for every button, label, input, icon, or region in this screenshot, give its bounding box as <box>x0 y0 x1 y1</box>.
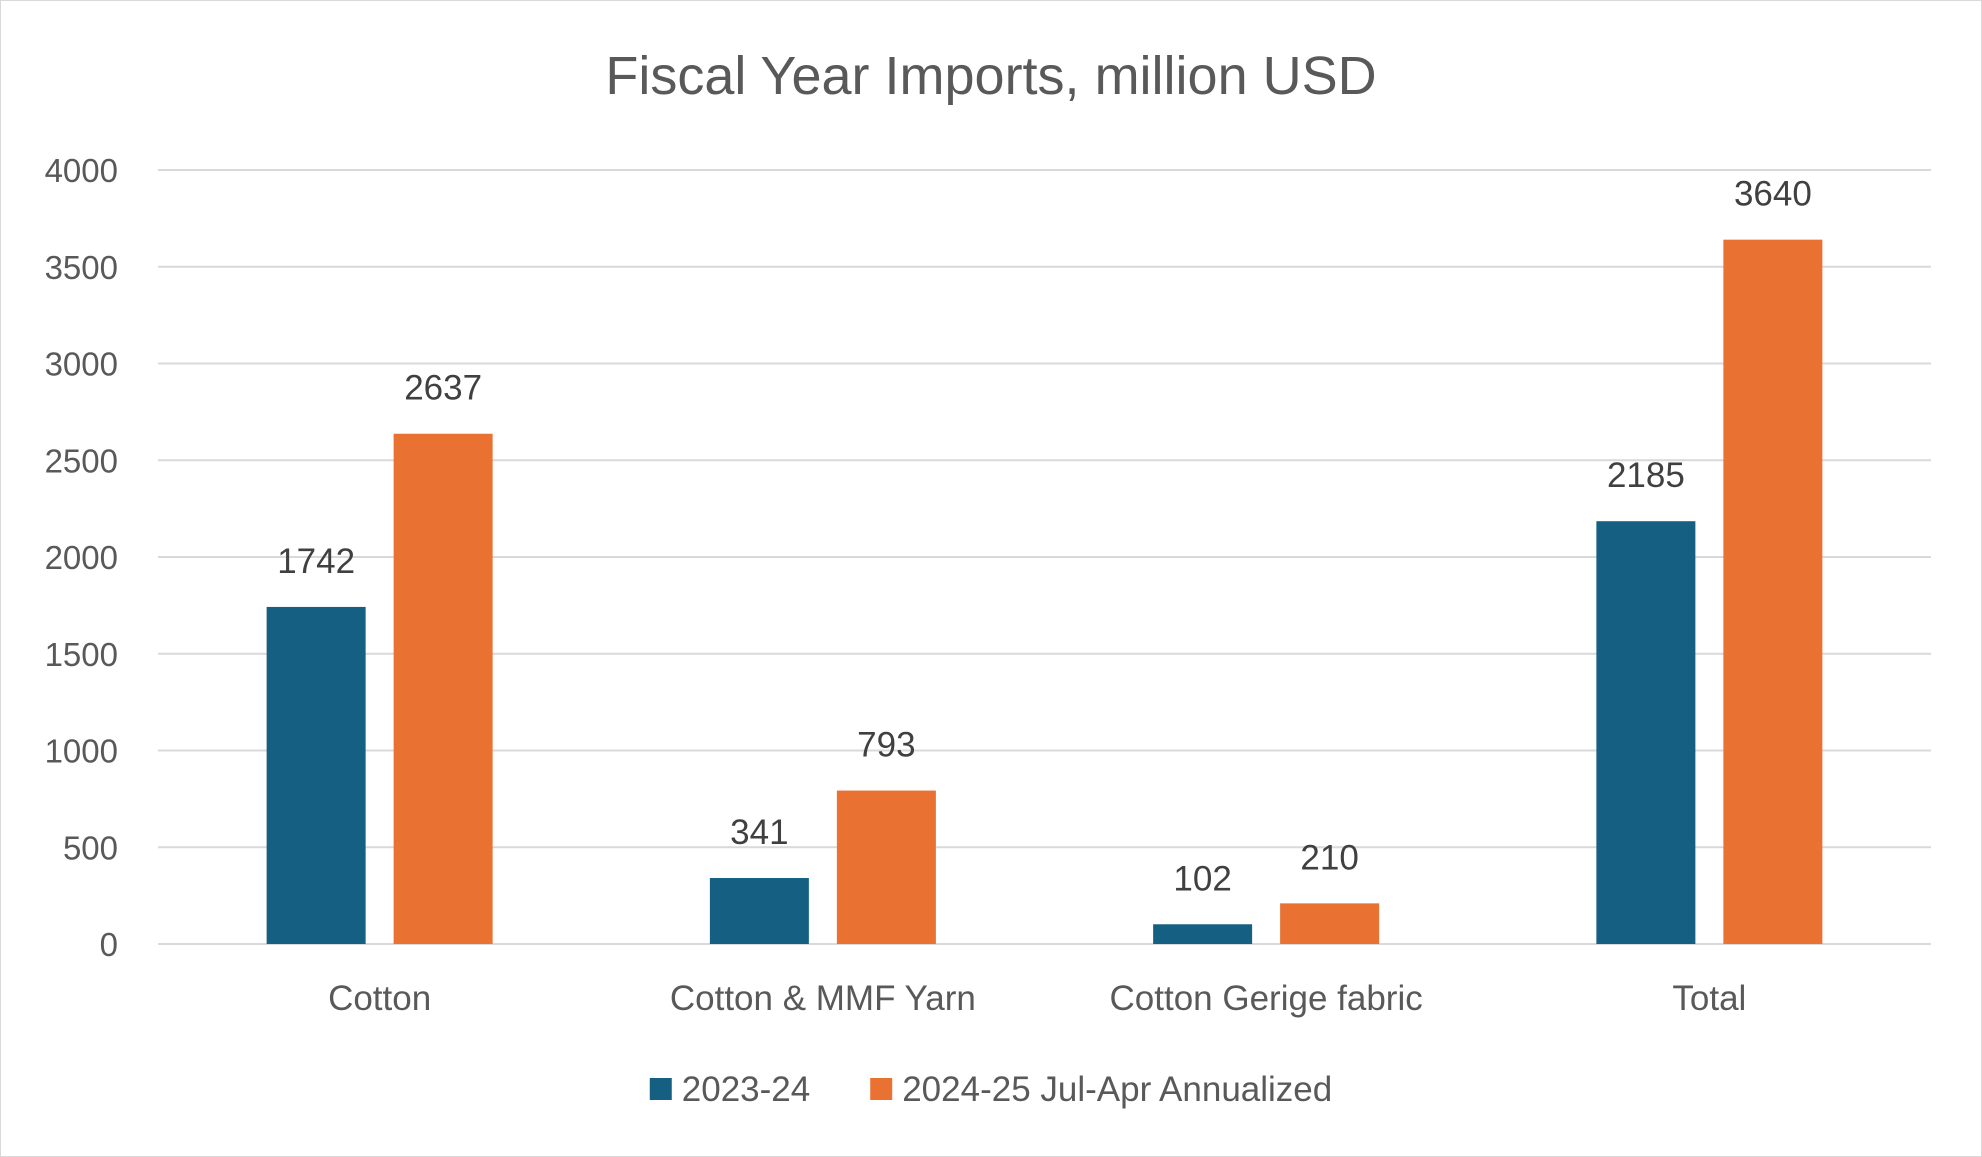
y-axis-ticks: 0 500 1000 1500 2000 2500 3000 3500 4000 <box>45 152 118 963</box>
data-label: 793 <box>857 726 915 765</box>
data-label: 3640 <box>1734 175 1812 214</box>
y-tick-label: 4000 <box>45 152 118 189</box>
data-label: 341 <box>730 813 788 852</box>
x-category-label: Cotton & MMF Yarn <box>670 979 976 1018</box>
bar-series2 <box>1280 903 1380 944</box>
bar-series1 <box>1153 924 1253 944</box>
bars <box>266 239 1823 944</box>
bar-series1 <box>266 606 366 944</box>
y-tick-label: 2000 <box>45 539 118 576</box>
data-label: 1742 <box>277 542 355 581</box>
y-tick-label: 500 <box>63 829 118 866</box>
data-label: 2185 <box>1607 456 1685 495</box>
legend-swatch <box>649 1078 672 1100</box>
y-tick-label: 2500 <box>45 442 118 479</box>
y-tick-label: 0 <box>100 926 118 963</box>
x-category-label: Cotton Gerige fabric <box>1110 979 1423 1018</box>
chart-title: Fiscal Year Imports, million USD <box>605 46 1376 106</box>
legend-label: 2023-24 <box>682 1070 810 1109</box>
legend-swatch <box>870 1078 893 1100</box>
data-label: 102 <box>1173 859 1231 898</box>
bar-series1 <box>1596 521 1696 944</box>
x-category-label: Total <box>1672 979 1746 1018</box>
data-label: 2637 <box>404 369 482 408</box>
y-tick-label: 3000 <box>45 346 118 383</box>
y-tick-label: 1500 <box>45 636 118 673</box>
data-labels: 1742 2637 341 793 102 210 2185 3640 <box>277 175 1812 899</box>
legend: 2023-24 2024-25 Jul-Apr Annualized <box>649 1070 1332 1109</box>
bar-series2 <box>393 433 493 944</box>
legend-label: 2024-25 Jul-Apr Annualized <box>902 1070 1332 1109</box>
x-axis-categories: Cotton Cotton & MMF Yarn Cotton Gerige fab… <box>328 979 1746 1018</box>
y-tick-label: 3500 <box>45 249 118 286</box>
x-category-label: Cotton <box>328 979 431 1018</box>
data-label: 210 <box>1300 838 1358 877</box>
bar-series2 <box>836 790 936 944</box>
bar-series2 <box>1723 239 1823 944</box>
bar-series1 <box>709 878 809 944</box>
y-tick-label: 1000 <box>45 733 118 770</box>
